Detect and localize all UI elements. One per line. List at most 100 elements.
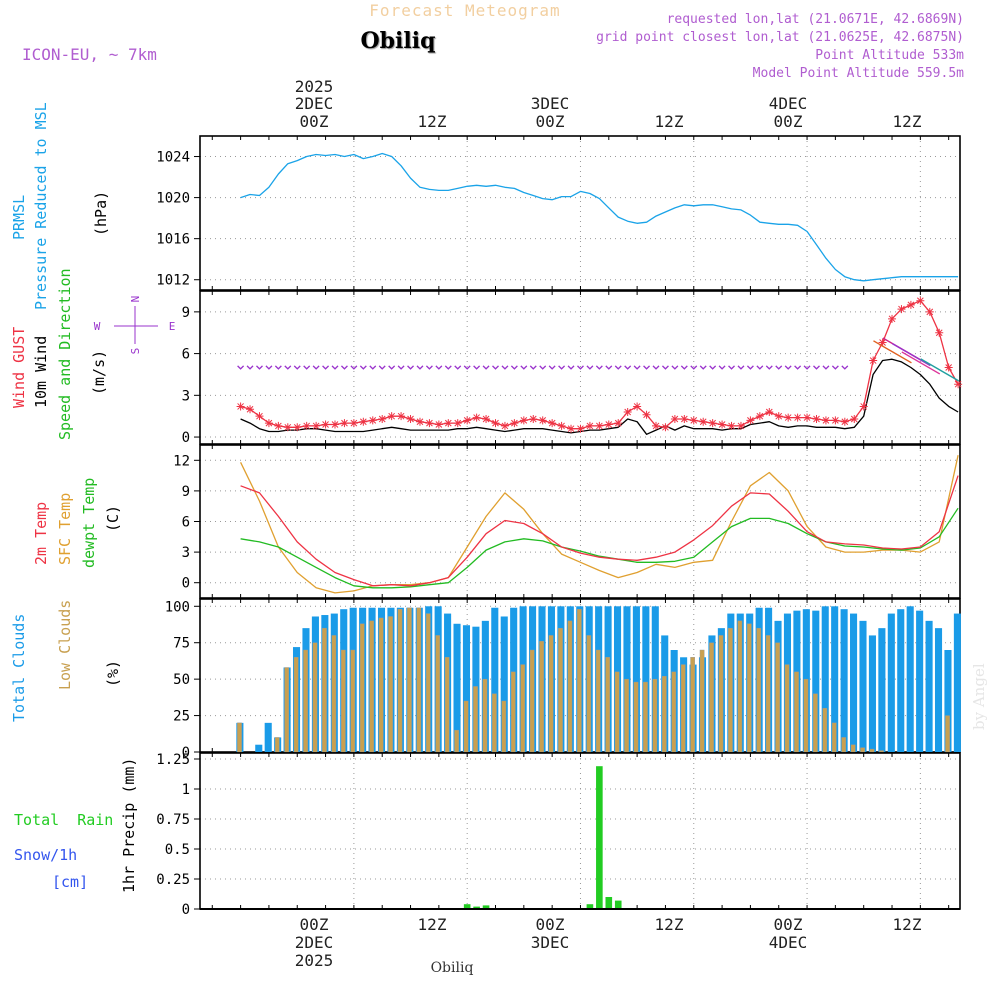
wind-ytick-label: 6 — [182, 347, 190, 363]
low-cloud-bar — [803, 678, 809, 753]
low-cloud-bar — [822, 708, 828, 753]
wind-direction-arrow — [265, 365, 273, 370]
gust-marker — [897, 305, 906, 314]
low-cloud-bar — [690, 657, 695, 753]
top-hour-label: 00Z — [300, 112, 329, 131]
low-cloud-bar — [728, 627, 733, 753]
gust-marker — [642, 410, 651, 419]
total-cloud-bar — [491, 607, 499, 752]
wind-direction-arrow — [492, 365, 499, 370]
gust-marker — [293, 423, 302, 432]
gust-marker — [906, 300, 915, 309]
wind-direction-arrow — [388, 365, 396, 370]
wind-direction-arrow — [359, 365, 367, 370]
gust-marker — [878, 338, 887, 347]
legend-snow: Snow/1h — [14, 846, 77, 864]
wind-direction-arrow — [765, 365, 773, 370]
gust-marker — [633, 402, 642, 411]
top-day-label: 4DEC — [769, 94, 808, 113]
precip-ytick-label: 0.75 — [156, 812, 190, 828]
wind-direction-arrow — [340, 365, 348, 370]
wind-arrow-strong — [901, 351, 941, 375]
gust-marker — [727, 421, 736, 430]
temp-label-sfc: SFC Temp — [56, 493, 74, 565]
total-cloud-bar — [840, 609, 848, 752]
wind-direction-arrow — [425, 365, 433, 370]
wind-direction-arrow — [482, 365, 490, 370]
gust-marker — [803, 413, 812, 422]
wind-direction-arrow — [369, 365, 377, 370]
wind-direction-arrow — [577, 365, 584, 370]
precip-ytick-label: 0.5 — [165, 842, 190, 858]
gust-marker — [850, 414, 859, 423]
low-cloud-bar — [756, 627, 762, 753]
gust-marker — [784, 413, 793, 422]
compass-north: N — [129, 296, 142, 303]
gust-marker — [283, 423, 292, 432]
wind-direction-arrow — [784, 365, 792, 370]
gust-marker — [774, 412, 783, 421]
gust-marker — [538, 416, 547, 425]
gust-marker — [652, 421, 660, 430]
total-cloud-bar — [934, 628, 943, 752]
low-cloud-bar — [775, 642, 780, 753]
wind-arrow-strong — [891, 342, 931, 367]
clouds-ytick-label: 50 — [173, 672, 190, 688]
bottom-hour-label: 00Z — [300, 915, 329, 934]
pressure-ytick-label: 1012 — [156, 273, 190, 289]
gust-marker — [699, 417, 708, 426]
top-hour-label: 00Z — [536, 112, 565, 131]
low-cloud-bar — [303, 649, 308, 753]
bottom-year: 2025 — [295, 951, 334, 970]
gust-marker — [821, 416, 830, 425]
low-cloud-bar — [454, 729, 459, 753]
clouds-ytick-label: 100 — [165, 599, 190, 615]
gust-marker — [567, 424, 576, 433]
low-cloud-bar — [463, 700, 469, 753]
wind-direction-arrow — [624, 365, 632, 370]
total-cloud-bar — [944, 650, 952, 752]
compass-legend: N S W E — [94, 296, 176, 355]
low-cloud-bar — [369, 620, 374, 753]
precip-frame — [199, 752, 961, 910]
low-cloud-bar — [577, 609, 582, 753]
gust-marker — [482, 414, 491, 423]
gust-marker — [510, 419, 519, 428]
low-cloud-bar — [567, 620, 573, 753]
temperature-ytick-label: 3 — [182, 545, 190, 561]
gust-marker — [708, 419, 717, 428]
low-cloud-bar — [274, 737, 280, 753]
low-cloud-bar — [529, 649, 535, 753]
precip-ytick-label: 0.25 — [156, 872, 190, 888]
precip-ytick-label: 0 — [182, 902, 190, 918]
low-cloud-bar — [794, 671, 799, 753]
total-cloud-bar — [812, 610, 820, 752]
gust-marker — [604, 420, 613, 429]
low-cloud-bar — [312, 642, 318, 753]
total-cloud-bar — [906, 606, 914, 752]
low-cloud-bar — [237, 722, 242, 753]
gust-marker — [954, 380, 963, 389]
top-hour-label: 12Z — [893, 112, 922, 131]
wind-direction-arrow — [586, 365, 594, 370]
wind-direction-arrow — [293, 365, 301, 370]
top-year: 2025 — [295, 77, 334, 96]
bottom-hour-label: 00Z — [774, 915, 803, 934]
low-cloud-bar — [633, 681, 639, 753]
precip-label: 1hr Precip (mm) — [120, 758, 138, 893]
wind-ytick-label: 9 — [182, 305, 190, 321]
gust-marker — [680, 414, 689, 423]
forecast-title: Forecast Meteogram — [369, 1, 560, 20]
wind-direction-arrow — [671, 365, 679, 370]
gust-marker — [368, 416, 377, 425]
low-cloud-bar — [699, 649, 705, 753]
legend-total-rain: Total Rain — [14, 811, 113, 829]
wind-direction-arrow — [699, 365, 707, 370]
precip-panel: 0 0.25 0.5 0.75 1 1.25 — [156, 752, 961, 918]
low-cloud-bar — [737, 620, 743, 753]
low-cloud-bar — [813, 693, 818, 753]
wind-direction-arrow — [444, 365, 452, 370]
temperature-ytick-label: 6 — [182, 515, 190, 531]
gust-marker — [321, 420, 330, 429]
wind-direction-arrow — [831, 365, 839, 370]
